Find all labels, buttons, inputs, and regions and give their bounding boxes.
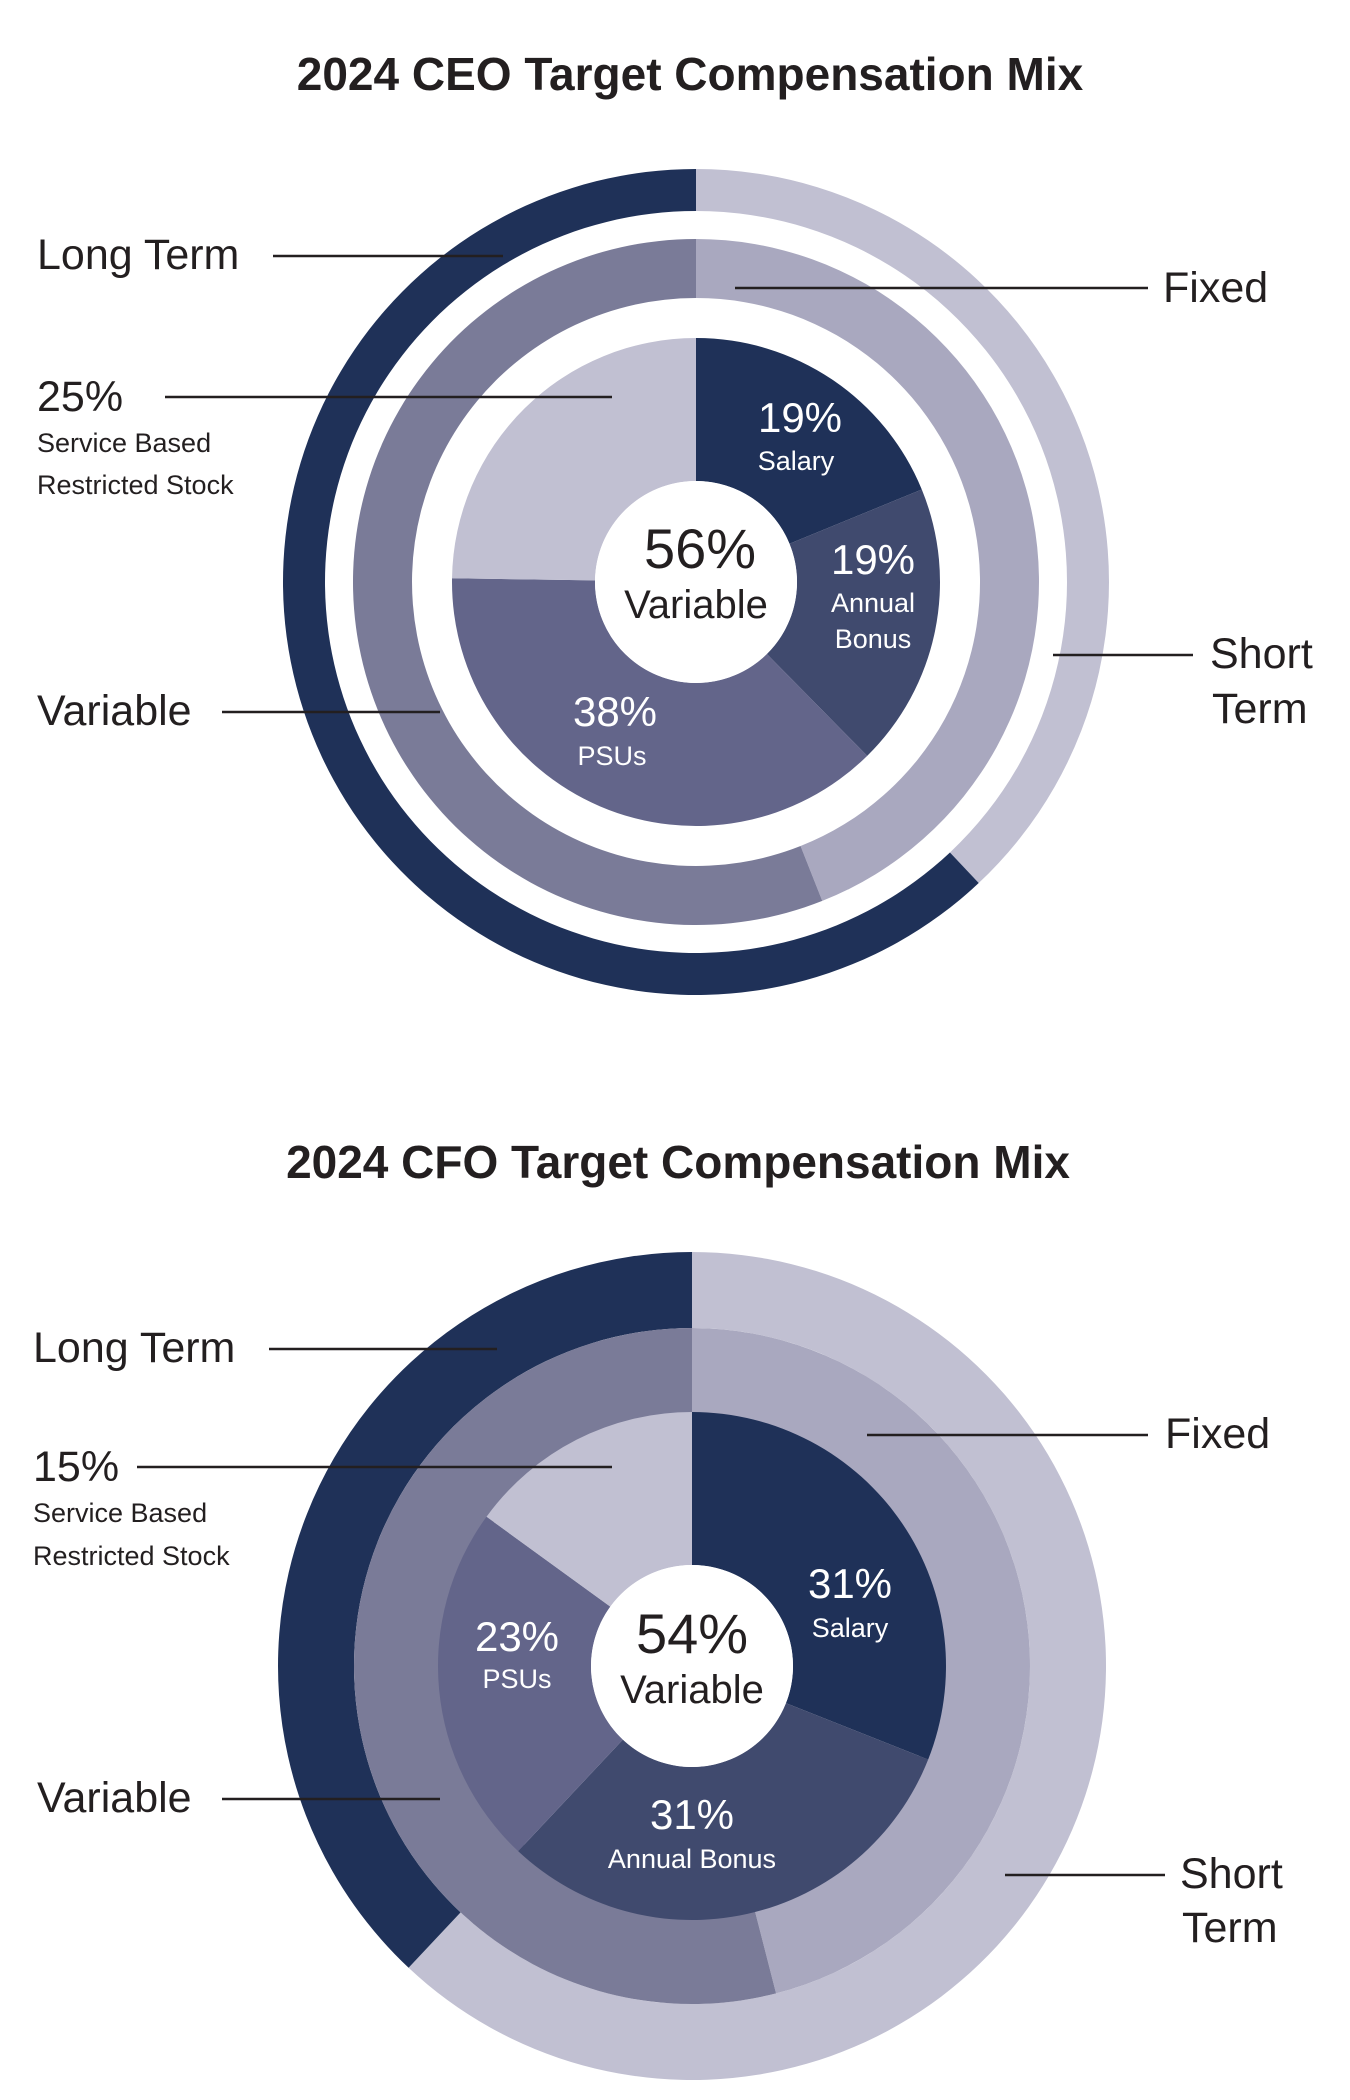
ceo-outer-slice-short-term (696, 169, 1109, 884)
ceo-callout-rs-pct: 25% (37, 373, 123, 421)
ceo-chart: 2024 CEO Target Compensation Mix 56% Var… (37, 48, 1313, 996)
cfo-salary-label: Salary (812, 1613, 889, 1643)
ceo-inner-slice-annual-bonus (766, 489, 941, 756)
ceo-outer-slice-long-term (282, 169, 979, 996)
ceo-middle-ring (352, 239, 1039, 926)
ceo-callout-variable: Variable (37, 687, 192, 735)
ceo-bonus-pct: 19% (831, 536, 915, 583)
ceo-callout-short-term-line1: Short (1210, 630, 1313, 678)
ceo-bonus-label-line2: Bonus (835, 624, 912, 654)
ceo-psus-label: PSUs (577, 741, 646, 771)
cfo-inner-slice-annual-bonus (518, 1703, 929, 1920)
ceo-center-value: 56% (644, 517, 756, 580)
ceo-chart-title: 2024 CEO Target Compensation Mix (297, 48, 1084, 100)
cfo-callout-short-term-line2: Term (1182, 1904, 1278, 1952)
ceo-callout-rs-line1: Service Based (37, 428, 211, 458)
cfo-callout-long-term: Long Term (33, 1324, 235, 1372)
cfo-bonus-label: Annual Bonus (608, 1844, 776, 1874)
cfo-middle-slice-variable (353, 1328, 777, 2005)
cfo-callout-rs-line2: Restricted Stock (33, 1541, 230, 1571)
cfo-outer-ring (278, 1252, 1107, 2080)
ceo-inner-slice-salary (696, 338, 922, 544)
cfo-salary-pct: 31% (808, 1560, 892, 1607)
cfo-middle-slice-fixed (692, 1328, 1030, 1994)
cfo-outer-slice-short-term (408, 1252, 1107, 2080)
ceo-callout-rs-line2: Restricted Stock (37, 470, 234, 500)
ceo-outer-ring (282, 169, 1109, 996)
ceo-salary-label: Salary (758, 446, 835, 476)
cfo-callout-variable: Variable (37, 1774, 192, 1822)
cfo-inner-slice-psus (438, 1516, 623, 1852)
ceo-inner-slice-psus (452, 578, 868, 827)
cfo-callout-rs-pct: 15% (33, 1443, 119, 1491)
cfo-chart-title: 2024 CFO Target Compensation Mix (286, 1136, 1070, 1188)
ceo-psus-pct: 38% (573, 688, 657, 735)
cfo-psus-pct: 23% (475, 1613, 559, 1660)
cfo-outer-slice-long-term (278, 1252, 692, 1968)
ceo-middle-slice-variable (352, 239, 823, 926)
ceo-callout-fixed: Fixed (1163, 264, 1268, 312)
cfo-inner-slice-service-based-restricted-stock (486, 1412, 692, 1607)
cfo-center-hole (591, 1565, 793, 1767)
ceo-callout-short-term-line2: Term (1212, 685, 1308, 733)
cfo-center-label: Variable (620, 1668, 764, 1712)
cfo-middle-ring (353, 1328, 1030, 2005)
cfo-center-value: 54% (636, 1602, 748, 1665)
cfo-inner-ring (438, 1412, 946, 1920)
cfo-callout-fixed: Fixed (1165, 1410, 1270, 1458)
cfo-inner-slice-salary (692, 1412, 946, 1760)
ceo-callout-long-term: Long Term (37, 231, 239, 279)
cfo-chart: 2024 CFO Target Compensation Mix 54% Var… (33, 1136, 1283, 2080)
ceo-bonus-label-line1: Annual (831, 588, 915, 618)
cfo-bonus-pct: 31% (650, 1791, 734, 1838)
ceo-inner-slice-service-based-restricted-stock (452, 338, 696, 581)
ceo-inner-ring (452, 338, 941, 827)
ceo-salary-pct: 19% (758, 394, 842, 441)
cfo-callout-rs-line1: Service Based (33, 1498, 207, 1528)
ceo-middle-slice-fixed (696, 239, 1039, 901)
cfo-callout-short-term-line1: Short (1180, 1850, 1283, 1898)
ceo-center-hole (595, 481, 797, 683)
ceo-center-label: Variable (624, 583, 768, 627)
cfo-psus-label: PSUs (482, 1664, 551, 1694)
